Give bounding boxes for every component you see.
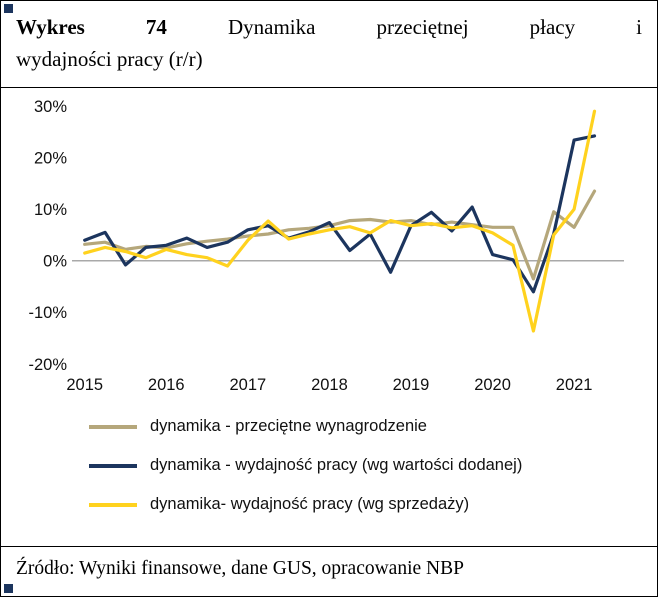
svg-text:2018: 2018 — [311, 376, 348, 394]
svg-text:-20%: -20% — [28, 356, 67, 374]
figure-title-line2: wydajności pracy (r/r) — [16, 46, 203, 71]
svg-text:-10%: -10% — [28, 304, 67, 322]
corner-marker-top-icon — [4, 4, 13, 13]
figure-number: Wykres 74 — [16, 15, 167, 39]
svg-text:10%: 10% — [34, 201, 67, 219]
svg-text:2017: 2017 — [229, 376, 266, 394]
corner-marker-bottom-icon — [4, 584, 13, 593]
legend-label: dynamika- wydajność pracy (wg sprzedaży) — [150, 495, 470, 513]
svg-text:2016: 2016 — [148, 376, 185, 394]
svg-text:2019: 2019 — [393, 376, 430, 394]
legend-item-wartosc-dodana: dynamika - wydajność pracy (wg wartości … — [89, 456, 657, 475]
figure-title-line1: Wykres 74 Dynamika przeciętnej płacy i — [16, 12, 642, 44]
chart-area: 30% 20% 10% 0% -10% -20% 2015 2016 2017 2018 2019 2… — [17, 98, 657, 403]
legend-swatch-yellow — [89, 502, 137, 507]
legend-item-wynagrodzenie: dynamika - przeciętne wynagrodzenie — [89, 417, 657, 436]
line-chart: 30% 20% 10% 0% -10% -20% 2015 2016 2017 2018 2019 2… — [28, 98, 624, 394]
svg-text:0%: 0% — [43, 253, 67, 271]
figure-title-text: Dynamika przeciętnej płacy i — [227, 15, 642, 39]
legend-item-sprzedaz: dynamika- wydajność pracy (wg sprzedaży) — [89, 495, 657, 514]
legend-swatch-tan — [89, 424, 137, 429]
legend-label: dynamika - wydajność pracy (wg wartości … — [150, 456, 523, 474]
svg-text:2020: 2020 — [474, 376, 511, 394]
legend-swatch-navy — [89, 463, 137, 468]
legend: dynamika - przeciętne wynagrodzenie dyna… — [89, 417, 657, 514]
svg-text:2021: 2021 — [556, 376, 593, 394]
legend-label: dynamika - przeciętne wynagrodzenie — [150, 417, 427, 435]
svg-text:20%: 20% — [34, 149, 67, 167]
source-note: Źródło: Wyniki finansowe, dane GUS, opra… — [1, 546, 657, 596]
svg-text:30%: 30% — [34, 98, 67, 116]
svg-text:2015: 2015 — [66, 376, 103, 394]
figure-title: Wykres 74 Dynamika przeciętnej płacy i w… — [1, 1, 657, 88]
